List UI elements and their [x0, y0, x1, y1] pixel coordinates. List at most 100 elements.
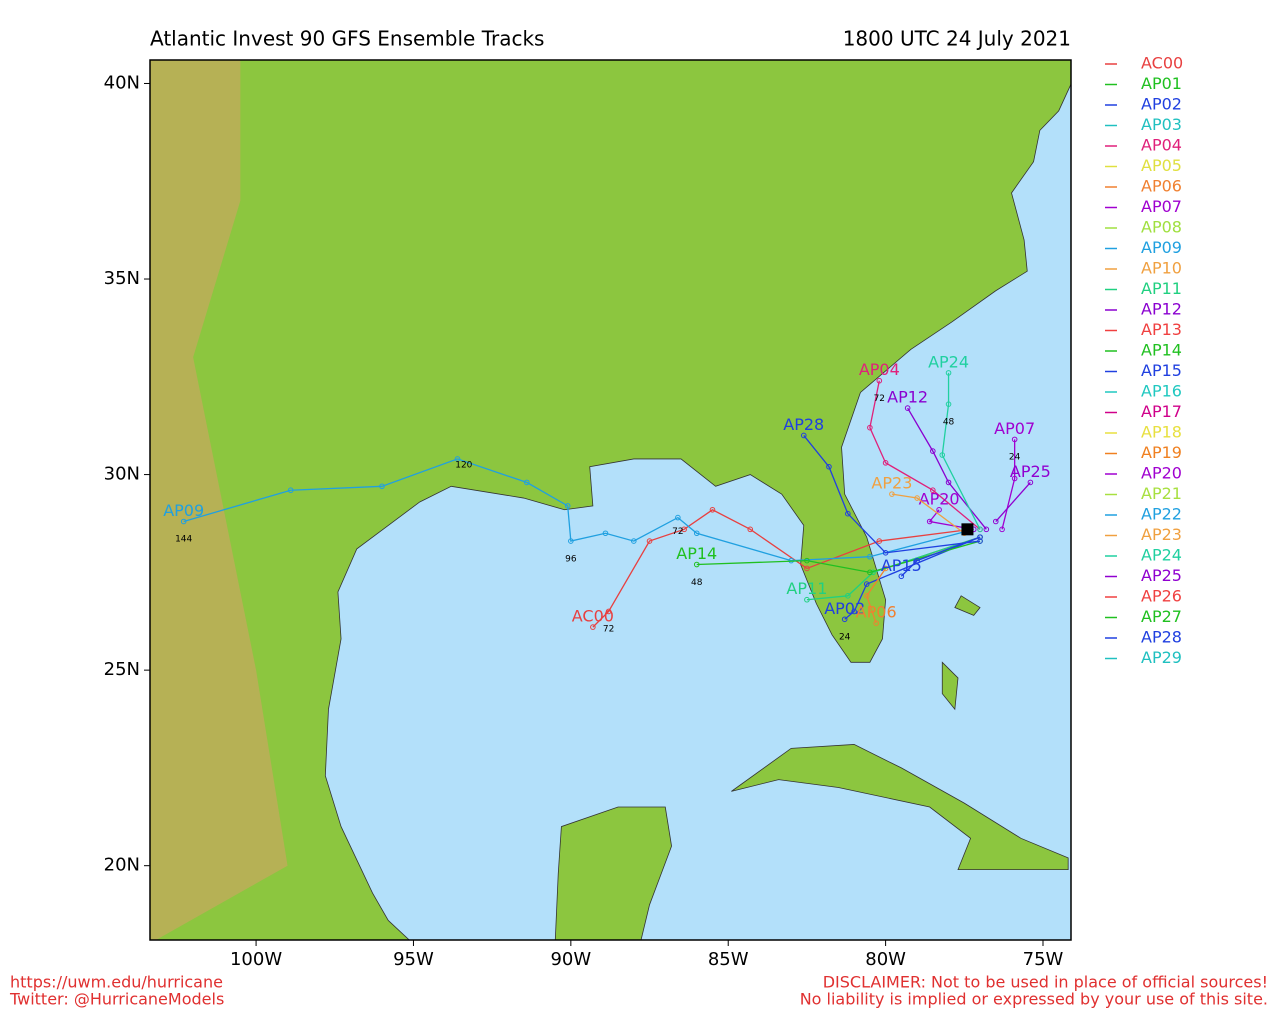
x-tick-label: 80W [865, 949, 906, 970]
hour-label: 96 [565, 554, 577, 564]
track-point [914, 495, 920, 501]
track-label: AP24 [928, 352, 969, 371]
track-point [841, 616, 848, 623]
track-point [845, 593, 851, 599]
legend-label: AP10 [1141, 259, 1182, 278]
track-label: AP04 [859, 360, 900, 379]
track-point [693, 530, 700, 537]
track-label: AP28 [783, 415, 824, 434]
track-label: AP02 [824, 599, 865, 618]
current-position [961, 523, 974, 536]
track-point [1011, 436, 1018, 443]
track-point [983, 526, 990, 533]
track-line [941, 372, 981, 530]
track-line [1001, 439, 1016, 530]
track-point [882, 550, 889, 556]
track-point [867, 553, 873, 560]
track-point [936, 506, 942, 513]
track-point [804, 596, 810, 603]
legend-label: AP03 [1141, 115, 1182, 134]
track-point [747, 526, 754, 533]
landmass [731, 744, 1069, 870]
legend-label: AP01 [1141, 74, 1182, 93]
track-label: AP11 [786, 579, 827, 598]
landmass [150, 60, 1071, 940]
legend-label: AP24 [1141, 546, 1182, 565]
landmass [954, 595, 981, 616]
track-point [867, 424, 873, 431]
legend-label: AP02 [1141, 95, 1182, 114]
highland [150, 60, 288, 940]
legend-label: AP25 [1141, 566, 1182, 585]
y-tick-label: 40N [104, 72, 140, 93]
hour-label: 24 [839, 633, 851, 643]
legend-label: AP15 [1141, 361, 1182, 380]
track-line [806, 536, 981, 601]
track-point [379, 483, 385, 490]
track-point [590, 624, 596, 630]
track-point [930, 487, 936, 494]
hour-label: 48 [691, 578, 703, 588]
hour-label: 72 [874, 394, 885, 404]
track-point [605, 608, 612, 615]
land [150, 60, 1071, 940]
track-point [851, 608, 857, 615]
track-label: AP15 [881, 556, 922, 575]
track-point [930, 448, 936, 454]
track-line [696, 540, 981, 574]
legend-label: AP07 [1141, 197, 1182, 216]
hour-label: 144 [175, 535, 192, 545]
legend-label: AP23 [1141, 525, 1182, 544]
disclaimer: No liability is implied or expressed by … [800, 990, 1268, 1009]
track-label: AP09 [163, 501, 204, 520]
track-point [646, 538, 653, 544]
track-point [977, 534, 983, 540]
track-point [1027, 479, 1034, 486]
track-line [995, 481, 1031, 522]
tracks: AC00 AP02 AP04 AP06 AP07 AP09 AP11 AP12 AP14 AP15… [163, 352, 1051, 642]
track-point [876, 538, 883, 544]
legend-label: AP18 [1141, 423, 1182, 442]
track-point [1011, 475, 1018, 482]
x-tick-label: 75W [1023, 949, 1064, 970]
legend-label: AP04 [1141, 136, 1182, 155]
hour-label: 72 [672, 527, 683, 537]
legend-label: AP08 [1141, 218, 1182, 237]
legend-label: AP05 [1141, 156, 1182, 175]
y-tick-label: 35N [104, 268, 140, 289]
track-label: AP20 [919, 489, 960, 508]
track-point [977, 538, 983, 544]
legend-label: AP26 [1141, 587, 1182, 606]
disclaimer: DISCLAIMER: Not to be used in place of o… [823, 973, 1268, 992]
legend-label: AP21 [1141, 484, 1182, 503]
map-frame [149, 59, 1072, 941]
hour-label: 72 [603, 625, 614, 635]
track-point [675, 514, 681, 521]
track-point [287, 487, 294, 494]
track-point [992, 518, 999, 525]
track-point [454, 456, 461, 462]
track-point [863, 593, 870, 599]
track-label: AP07 [994, 419, 1035, 438]
legend-label: AP12 [1141, 300, 1182, 319]
y-tick-label: 30N [104, 464, 140, 485]
track-point [939, 452, 946, 458]
legend-label: AP13 [1141, 320, 1182, 339]
x-tick-label: 90W [550, 949, 591, 970]
track-label: AP12 [887, 388, 928, 407]
track-point [945, 401, 952, 407]
track-point [602, 530, 609, 537]
track-point [863, 581, 870, 587]
track-point [180, 518, 187, 525]
track-point [914, 557, 920, 564]
track-point [882, 460, 889, 466]
track-point [945, 479, 952, 486]
track-point [564, 503, 571, 509]
legend-label: AP27 [1141, 607, 1182, 626]
track-line [869, 380, 981, 530]
track-point [945, 370, 952, 376]
track-point [630, 538, 637, 544]
hour-label: 24 [1009, 453, 1021, 463]
